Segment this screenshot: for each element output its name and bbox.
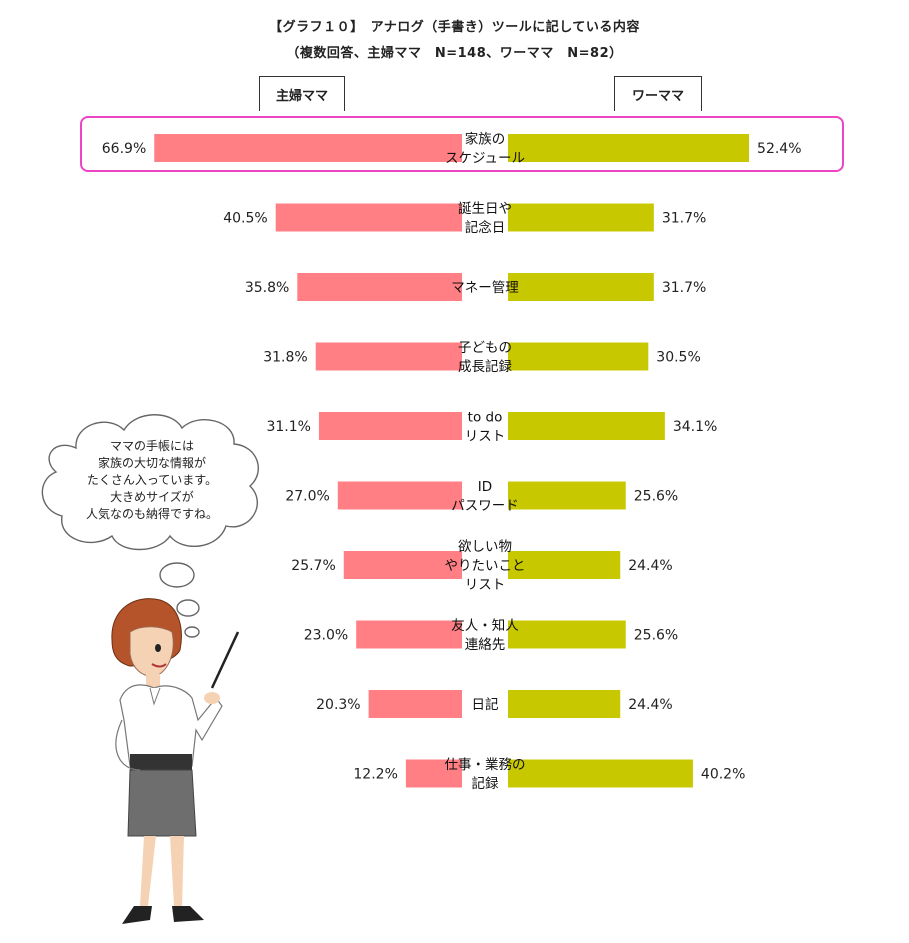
data-label-working-6: 24.4% <box>628 558 672 574</box>
category-label-line: 仕事・業務の <box>445 757 526 773</box>
category-label-line: スケジュール <box>445 151 525 167</box>
category-label-line: ID <box>478 479 492 495</box>
bar-housewife-6 <box>343 551 462 579</box>
bar-working-6 <box>508 551 621 579</box>
data-label-housewife-5: 27.0% <box>285 489 329 505</box>
data-label-working-0: 52.4% <box>757 141 801 157</box>
data-label-working-9: 40.2% <box>701 767 745 783</box>
chart-subtitle: （複数回答、主婦ママ N=148、ワーママ N=82） <box>286 46 623 61</box>
bar-housewife-1 <box>275 203 462 232</box>
data-label-housewife-2: 35.8% <box>245 280 289 296</box>
category-label-0: 家族のスケジュール <box>445 131 525 167</box>
category-label-1: 誕生日や記念日 <box>458 201 512 236</box>
category-label-line: マネー管理 <box>451 280 519 296</box>
category-label-line: 誕生日や <box>458 201 512 217</box>
bubble-text: ママの手帳には 家族の大切な情報が たくさん入っています。 大きめサイズが 人気… <box>85 439 218 521</box>
bar-working-2 <box>508 273 654 301</box>
bar-housewife-2 <box>297 273 462 301</box>
category-label-line: 連絡先 <box>465 637 506 653</box>
data-label-working-8: 24.4% <box>628 697 672 713</box>
category-label-line: リスト <box>465 429 506 445</box>
legend-working: ワーママ <box>614 76 702 111</box>
bar-housewife-5 <box>337 481 462 510</box>
thought-bubble <box>41 414 259 551</box>
data-label-housewife-0: 66.9% <box>102 141 146 157</box>
data-label-working-7: 25.6% <box>634 628 678 644</box>
thought-bubble-tail <box>159 562 200 638</box>
bar-working-4 <box>508 412 665 440</box>
data-label-housewife-8: 20.3% <box>316 697 360 713</box>
category-label-line: 日記 <box>472 696 499 713</box>
legend-housewife: 主婦ママ <box>259 76 345 111</box>
bar-housewife-4 <box>318 412 462 440</box>
bar-housewife-3 <box>315 342 462 371</box>
category-label-3: 子どもの成長記録 <box>458 340 512 375</box>
bar-housewife-7 <box>356 620 462 649</box>
category-label-line: 成長記録 <box>458 358 512 375</box>
category-label-4: to do リスト <box>465 410 506 445</box>
highlight-frame <box>80 116 844 172</box>
category-label-line: 記録 <box>472 775 499 792</box>
category-label-9: 仕事・業務の記録 <box>445 757 526 792</box>
bar-working-5 <box>508 481 626 510</box>
chart-title: 【グラフ１０】 アナログ（手書き）ツールに記している内容 <box>269 20 640 35</box>
data-label-working-4: 34.1% <box>673 419 717 435</box>
category-label-8: 日記 <box>472 696 499 713</box>
category-label-7: 友人・知人連絡先 <box>451 617 519 653</box>
category-label-line: 家族の <box>465 131 506 148</box>
category-label-line: パスワード <box>451 498 519 514</box>
bar-housewife-9 <box>405 759 462 788</box>
bar-working-7 <box>508 620 626 649</box>
category-label-line: リスト <box>465 577 506 593</box>
data-label-working-2: 31.7% <box>662 280 706 296</box>
bar-working-9 <box>508 759 693 788</box>
category-label-line: to do <box>468 410 503 426</box>
legend-working-label: ワーママ <box>631 88 684 104</box>
category-label-line: やりたいこと <box>445 558 526 574</box>
category-label-line: 記念日 <box>465 219 506 236</box>
category-label-line: 子どもの <box>458 340 512 356</box>
category-label-5: ID パスワード <box>451 479 519 514</box>
woman-with-pointer-illustration <box>111 598 240 924</box>
data-label-housewife-4: 31.1% <box>266 419 310 435</box>
bar-working-8 <box>508 690 621 718</box>
category-label-2: マネー管理 <box>451 280 519 296</box>
data-label-working-1: 31.7% <box>662 211 706 227</box>
data-label-housewife-1: 40.5% <box>223 211 267 227</box>
data-label-housewife-9: 12.2% <box>353 767 397 783</box>
bar-working-0 <box>508 134 750 162</box>
bar-housewife-0 <box>154 134 462 162</box>
data-label-working-5: 25.6% <box>634 489 678 505</box>
data-label-housewife-7: 23.0% <box>304 628 348 644</box>
data-label-housewife-3: 31.8% <box>263 350 307 366</box>
category-label-line: 欲しい物 <box>458 539 512 555</box>
bar-working-1 <box>508 203 654 232</box>
data-label-working-3: 30.5% <box>656 350 700 366</box>
category-label-line: 友人・知人 <box>451 617 519 634</box>
legend-housewife-label: 主婦ママ <box>275 88 328 104</box>
bar-housewife-8 <box>368 690 462 718</box>
category-label-6: 欲しい物やりたいことリスト <box>445 539 526 593</box>
data-label-housewife-6: 25.7% <box>291 558 335 574</box>
bar-working-3 <box>508 342 649 371</box>
